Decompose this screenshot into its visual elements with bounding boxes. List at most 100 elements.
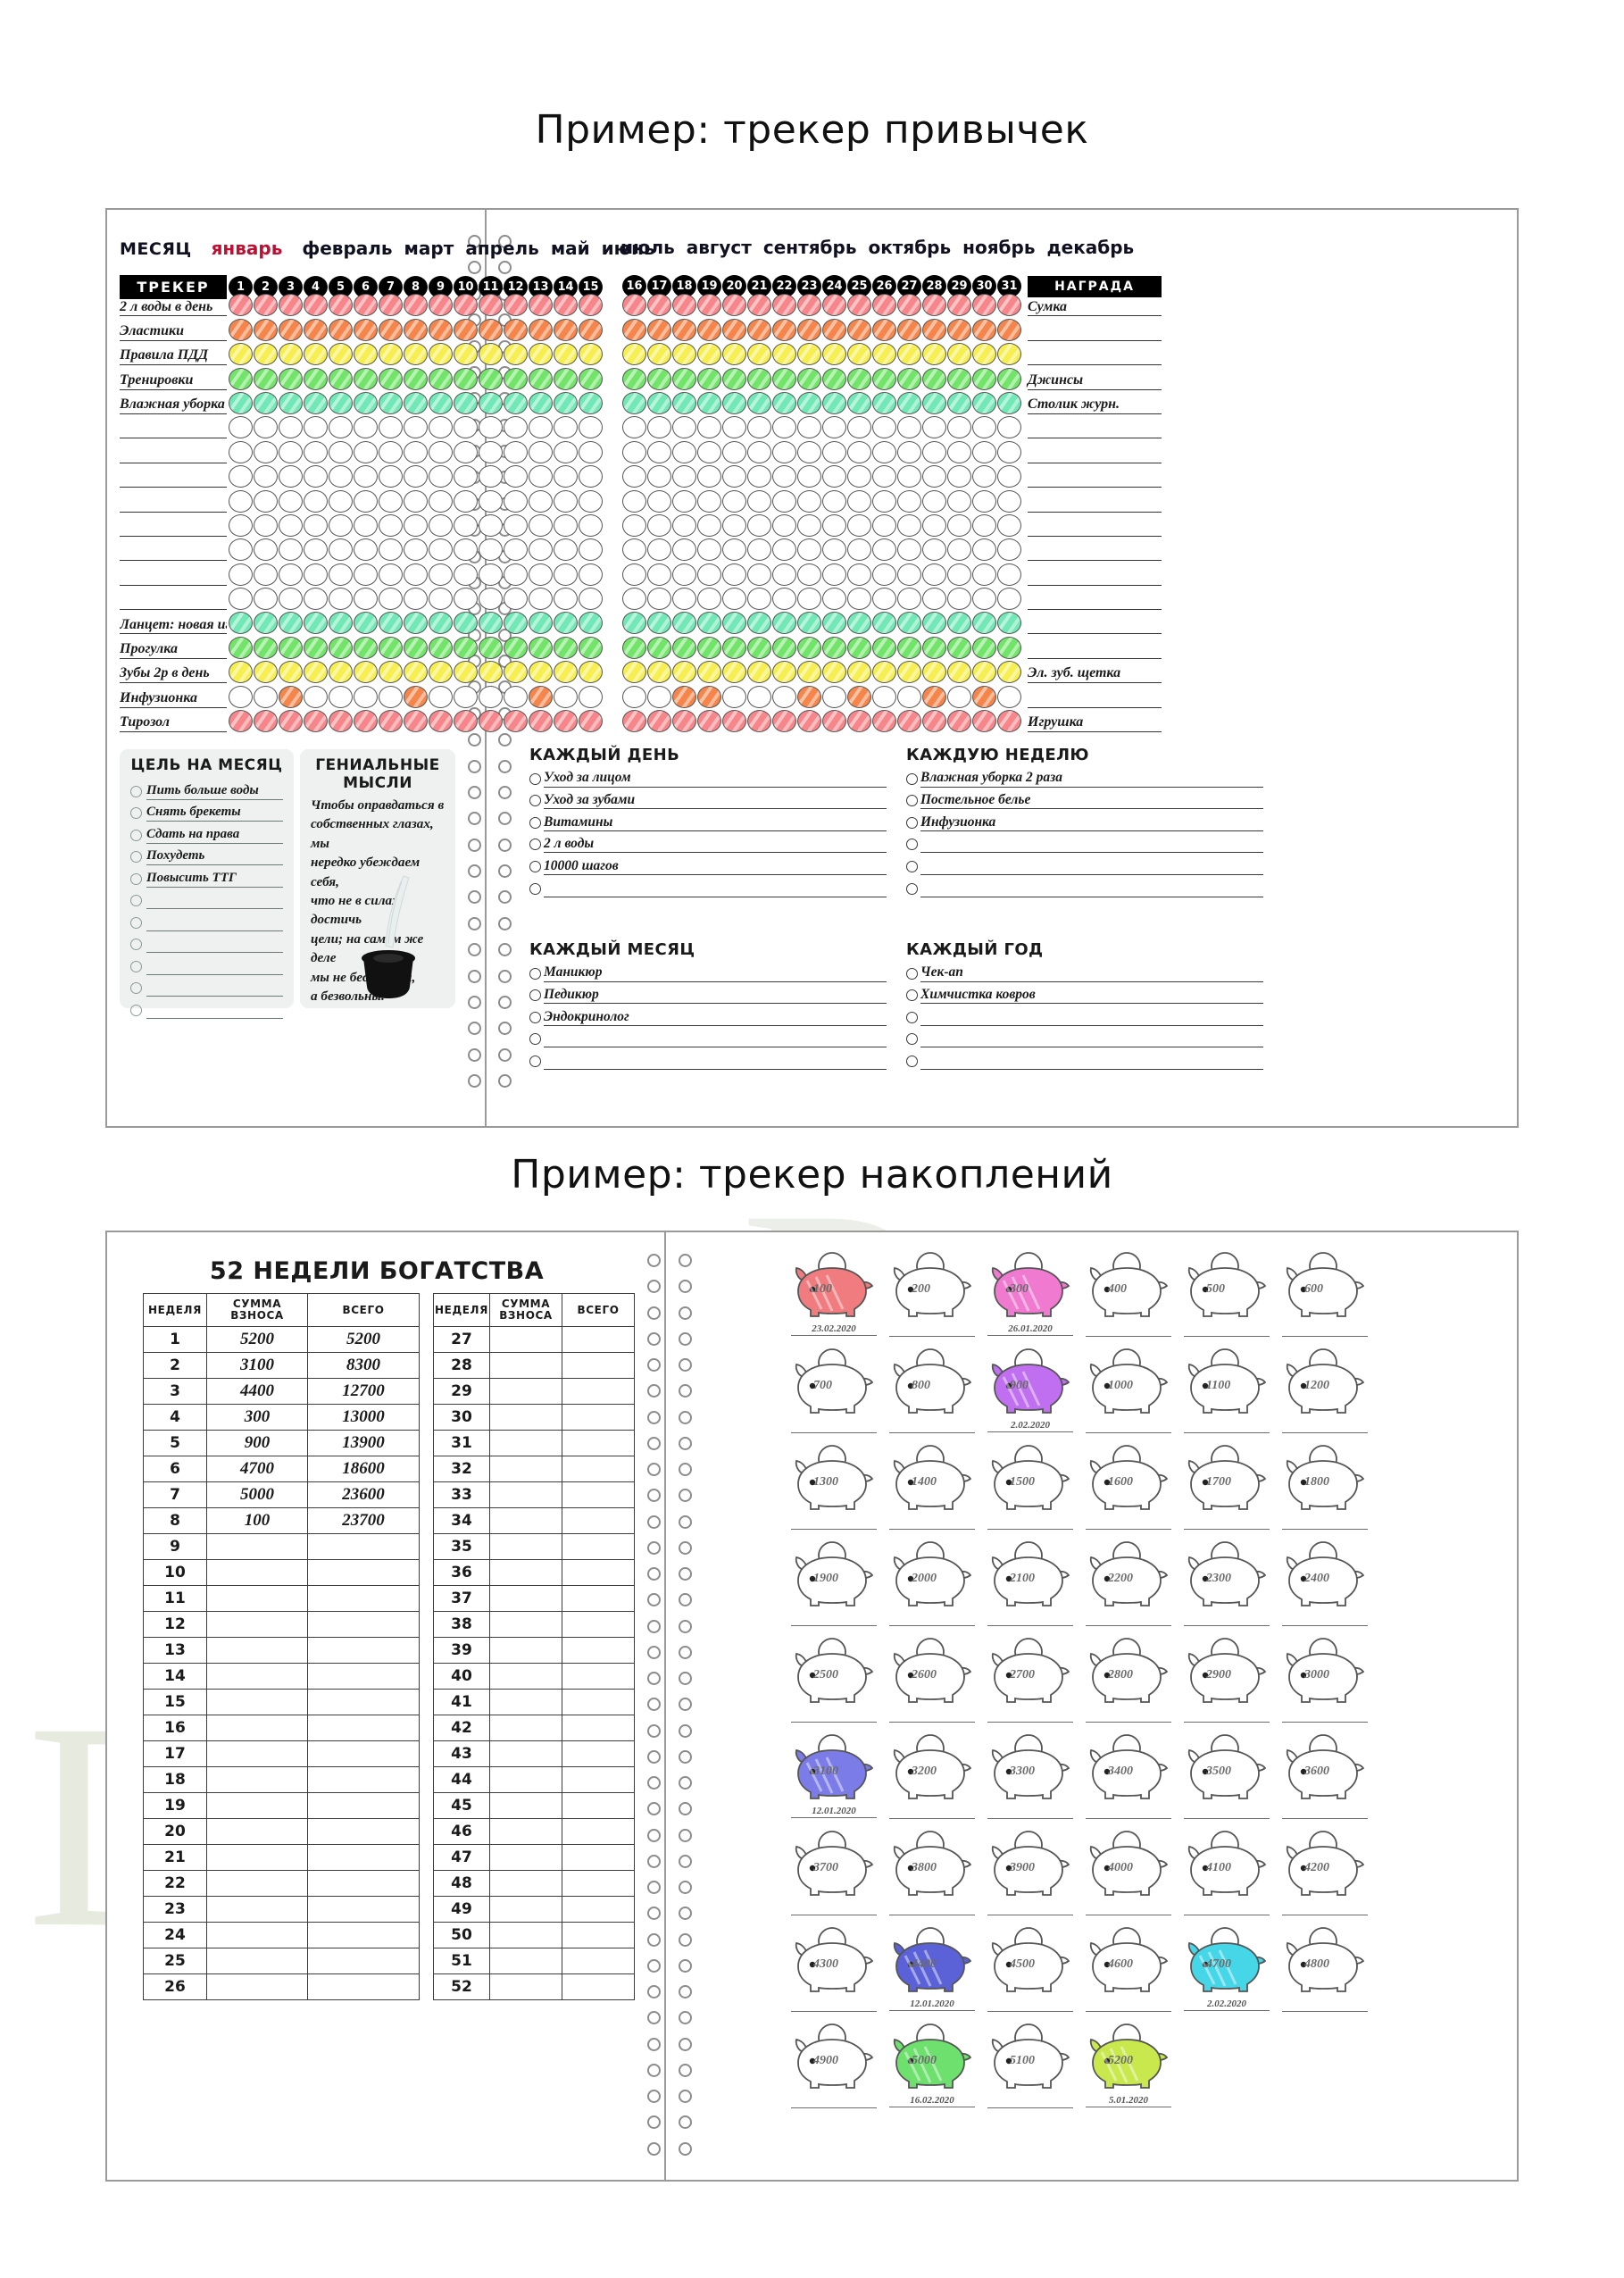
habit-day-cell[interactable] [672, 538, 696, 562]
cell-contribution[interactable] [206, 1973, 308, 2000]
checkbox-circle-icon[interactable] [529, 772, 541, 785]
piggy-bank-cell[interactable]: 1500 [982, 1445, 1080, 1541]
cell-contribution[interactable]: 4400 [206, 1378, 308, 1405]
habit-day-cell[interactable] [647, 685, 671, 708]
habit-day-cell[interactable] [279, 661, 303, 684]
habit-day-cell[interactable] [872, 294, 896, 317]
habit-name[interactable]: Эластики [120, 324, 227, 341]
habit-day-cell[interactable] [504, 710, 528, 733]
habit-day-cell[interactable] [847, 661, 871, 684]
habit-day-cell[interactable] [379, 563, 403, 586]
piggy-bank-cell[interactable]: 4100 [1178, 1831, 1277, 1927]
habit-day-cell[interactable] [722, 465, 746, 488]
habit-day-cell[interactable] [579, 661, 603, 684]
reward-field[interactable] [1028, 339, 1162, 341]
routine-item[interactable]: Влажная уборка 2 раза [906, 765, 1263, 788]
habit-day-cell[interactable] [622, 612, 646, 635]
habit-day-cell[interactable] [847, 391, 871, 414]
habit-day-cell[interactable] [479, 513, 503, 537]
habit-day-cell[interactable] [354, 710, 378, 733]
cell-total[interactable] [307, 1715, 420, 1741]
routine-text[interactable]: Уход за лицом [544, 771, 887, 788]
cell-total[interactable] [562, 1611, 635, 1638]
habit-day-cell[interactable] [404, 391, 428, 414]
habit-day-cell[interactable] [529, 636, 553, 659]
piggy-bank-cell[interactable]: 900 2.02.2020 [982, 1348, 1080, 1445]
habit-day-cell[interactable] [622, 710, 646, 733]
habit-day-cell[interactable] [304, 440, 328, 463]
piggy-bank-icon[interactable] [887, 2023, 979, 2091]
cell-total[interactable] [562, 1870, 635, 1897]
habit-day-cell[interactable] [722, 440, 746, 463]
routine-item[interactable] [906, 1026, 1263, 1048]
habit-day-cell[interactable] [722, 416, 746, 439]
habit-day-cell[interactable] [897, 465, 921, 488]
habit-day-cell[interactable] [354, 588, 378, 611]
cell-total[interactable] [307, 1740, 420, 1767]
cell-contribution[interactable] [489, 1792, 562, 1819]
habit-day-cell[interactable] [697, 318, 721, 341]
reward-field[interactable] [1028, 486, 1162, 488]
checkbox-circle-icon[interactable] [529, 860, 541, 872]
habit-day-cell[interactable] [747, 636, 771, 659]
month-март[interactable]: март [404, 238, 454, 259]
cell-contribution[interactable] [489, 1818, 562, 1845]
habit-day-cell[interactable] [947, 661, 971, 684]
piggy-bank-cell[interactable]: 4500 [982, 1927, 1080, 2023]
cell-total[interactable]: 23700 [307, 1507, 420, 1534]
habit-day-cell[interactable] [229, 661, 253, 684]
piggy-date[interactable]: 16.02.2020 [889, 2095, 975, 2107]
habit-day-cell[interactable] [947, 294, 971, 317]
habit-day-cell[interactable] [229, 685, 253, 708]
piggy-date-line[interactable] [791, 1722, 877, 1723]
habit-day-cell[interactable] [822, 685, 846, 708]
reward-field[interactable] [1028, 437, 1162, 439]
habit-day-cell[interactable] [697, 391, 721, 414]
habit-day-cell[interactable] [529, 318, 553, 341]
cell-total[interactable] [307, 1611, 420, 1638]
habit-day-cell[interactable] [379, 636, 403, 659]
piggy-date-line[interactable] [889, 1722, 975, 1723]
cell-total[interactable] [307, 1844, 420, 1871]
habit-day-cell[interactable] [847, 636, 871, 659]
habit-day-cell[interactable] [697, 710, 721, 733]
habit-day-cell[interactable] [429, 538, 453, 562]
habit-day-cell[interactable] [479, 367, 503, 390]
habit-day-cell[interactable] [504, 294, 528, 317]
habit-day-cell[interactable] [254, 612, 278, 635]
habit-day-cell[interactable] [697, 588, 721, 611]
checkbox-circle-icon[interactable] [906, 882, 918, 895]
goal-text[interactable]: Пить больше воды [146, 783, 283, 800]
habit-day-cell[interactable] [529, 416, 553, 439]
habit-day-cell[interactable] [947, 489, 971, 513]
piggy-date-line[interactable] [1282, 1529, 1368, 1530]
habit-day-cell[interactable] [797, 661, 821, 684]
habit-day-cell[interactable] [429, 343, 453, 366]
reward-field[interactable] [1028, 511, 1162, 513]
habit-day-cell[interactable] [354, 318, 378, 341]
habit-day-cell[interactable] [697, 563, 721, 586]
piggy-date-line[interactable] [1184, 1722, 1270, 1723]
habit-day-cell[interactable] [822, 440, 846, 463]
habit-day-cell[interactable] [822, 367, 846, 390]
habit-day-cell[interactable] [947, 416, 971, 439]
habit-name[interactable] [120, 437, 227, 439]
habit-day-cell[interactable] [847, 563, 871, 586]
reward-field[interactable]: Игрушка [1028, 714, 1162, 733]
habit-day-cell[interactable] [379, 661, 403, 684]
habit-day-cell[interactable] [797, 513, 821, 537]
habit-day-cell[interactable] [722, 538, 746, 562]
habit-day-cell[interactable] [697, 416, 721, 439]
routine-item[interactable] [529, 875, 887, 897]
habit-day-cell[interactable] [429, 710, 453, 733]
habit-day-cell[interactable] [797, 391, 821, 414]
habit-day-cell[interactable] [972, 294, 996, 317]
habit-day-cell[interactable] [454, 636, 478, 659]
habit-day-cell[interactable] [529, 440, 553, 463]
piggy-bank-icon[interactable] [887, 1638, 979, 1706]
cell-total[interactable] [307, 1922, 420, 1948]
habit-day-cell[interactable] [529, 685, 553, 708]
checkbox-circle-icon[interactable] [130, 872, 142, 885]
habit-day-cell[interactable] [947, 710, 971, 733]
piggy-bank-icon[interactable] [887, 1927, 979, 1995]
